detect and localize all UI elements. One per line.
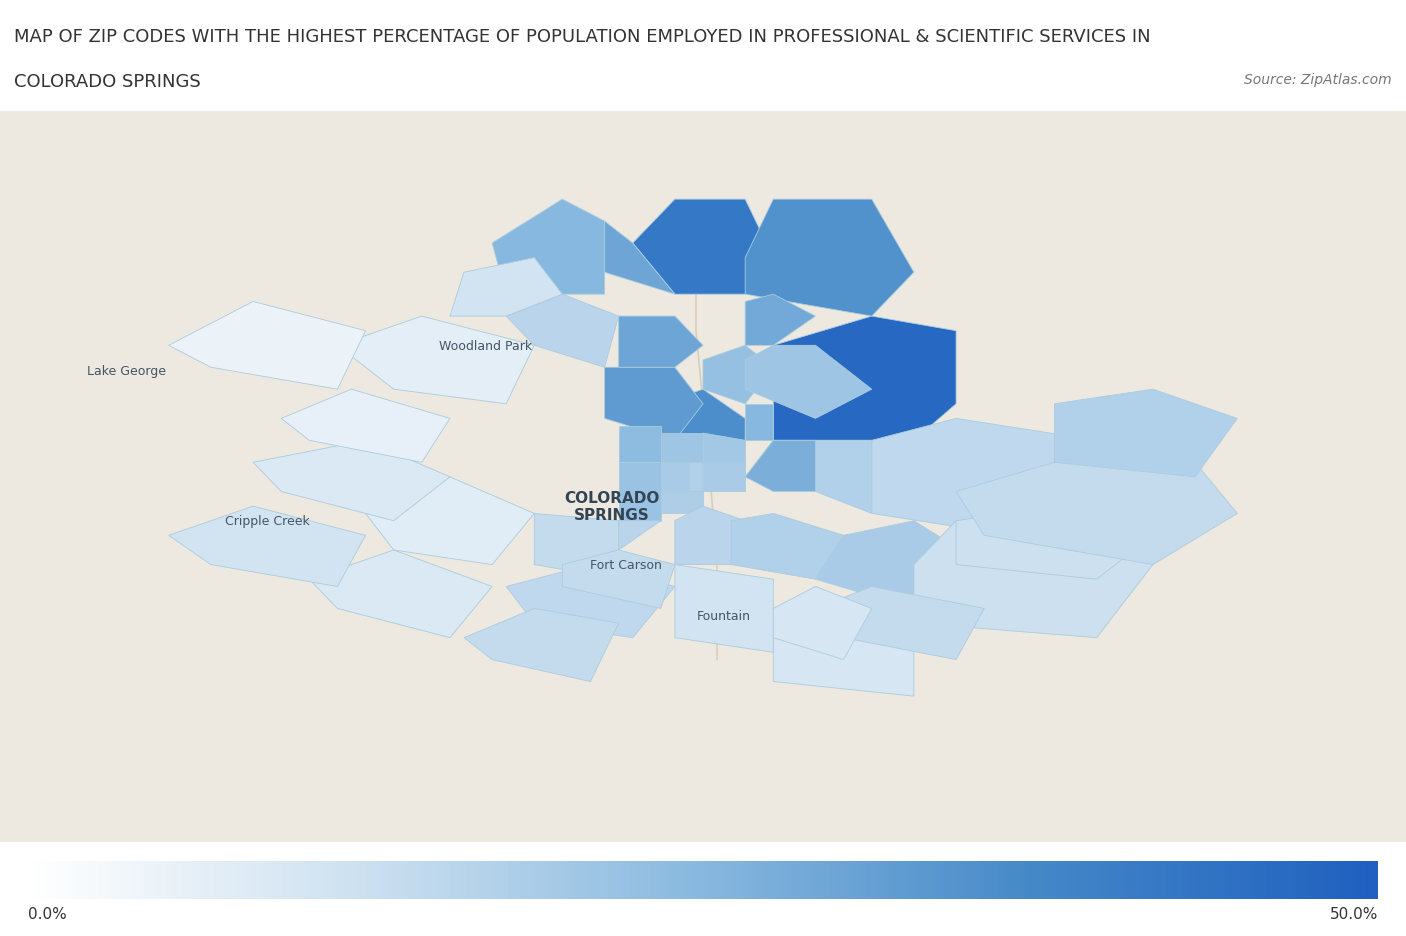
Text: Fountain: Fountain (697, 609, 751, 622)
Text: 50.0%: 50.0% (1330, 906, 1378, 921)
Polygon shape (492, 200, 605, 295)
FancyBboxPatch shape (0, 112, 1406, 842)
Polygon shape (534, 514, 619, 579)
Polygon shape (605, 222, 675, 295)
Polygon shape (745, 200, 914, 316)
Text: Lake George: Lake George (87, 365, 166, 378)
Polygon shape (337, 316, 534, 404)
Polygon shape (661, 462, 689, 492)
Polygon shape (366, 477, 534, 565)
Polygon shape (619, 462, 661, 521)
Polygon shape (745, 346, 872, 419)
Polygon shape (745, 404, 773, 441)
Text: 0.0%: 0.0% (28, 906, 67, 921)
Text: Source: ZipAtlas.com: Source: ZipAtlas.com (1244, 73, 1392, 87)
Polygon shape (703, 462, 745, 492)
Polygon shape (619, 316, 703, 368)
Polygon shape (956, 506, 1153, 579)
Polygon shape (956, 462, 1237, 565)
Polygon shape (281, 389, 450, 462)
Polygon shape (675, 456, 703, 492)
Polygon shape (506, 565, 675, 638)
Polygon shape (675, 506, 745, 565)
Polygon shape (703, 433, 745, 477)
Text: Cripple Creek: Cripple Creek (225, 515, 309, 528)
Polygon shape (773, 587, 872, 660)
Polygon shape (703, 346, 773, 404)
Polygon shape (815, 587, 984, 660)
Polygon shape (773, 608, 914, 696)
Polygon shape (1054, 389, 1237, 477)
Polygon shape (661, 389, 745, 462)
Text: COLORADO
SPRINGS: COLORADO SPRINGS (564, 490, 659, 522)
Polygon shape (562, 550, 675, 608)
Text: Fort Carson: Fort Carson (589, 559, 662, 572)
Polygon shape (169, 506, 366, 587)
Polygon shape (619, 426, 661, 462)
Polygon shape (745, 295, 815, 346)
Polygon shape (619, 521, 661, 550)
Polygon shape (309, 550, 492, 638)
Text: MAP OF ZIP CODES WITH THE HIGHEST PERCENTAGE OF POPULATION EMPLOYED IN PROFESSIO: MAP OF ZIP CODES WITH THE HIGHEST PERCEN… (14, 28, 1150, 46)
Polygon shape (661, 492, 703, 514)
Polygon shape (605, 368, 703, 441)
Polygon shape (675, 565, 773, 652)
Polygon shape (169, 302, 366, 389)
Polygon shape (464, 608, 619, 681)
Polygon shape (745, 441, 872, 514)
Polygon shape (745, 441, 815, 492)
Polygon shape (815, 521, 984, 608)
Polygon shape (506, 295, 619, 368)
Polygon shape (633, 200, 773, 295)
Text: Woodland Park: Woodland Park (439, 340, 531, 353)
Polygon shape (773, 316, 956, 441)
Text: COLORADO SPRINGS: COLORADO SPRINGS (14, 73, 201, 91)
Polygon shape (450, 258, 562, 316)
Polygon shape (914, 521, 1153, 638)
Polygon shape (661, 433, 703, 462)
Polygon shape (253, 441, 450, 521)
Polygon shape (731, 514, 844, 579)
Polygon shape (872, 419, 1097, 535)
